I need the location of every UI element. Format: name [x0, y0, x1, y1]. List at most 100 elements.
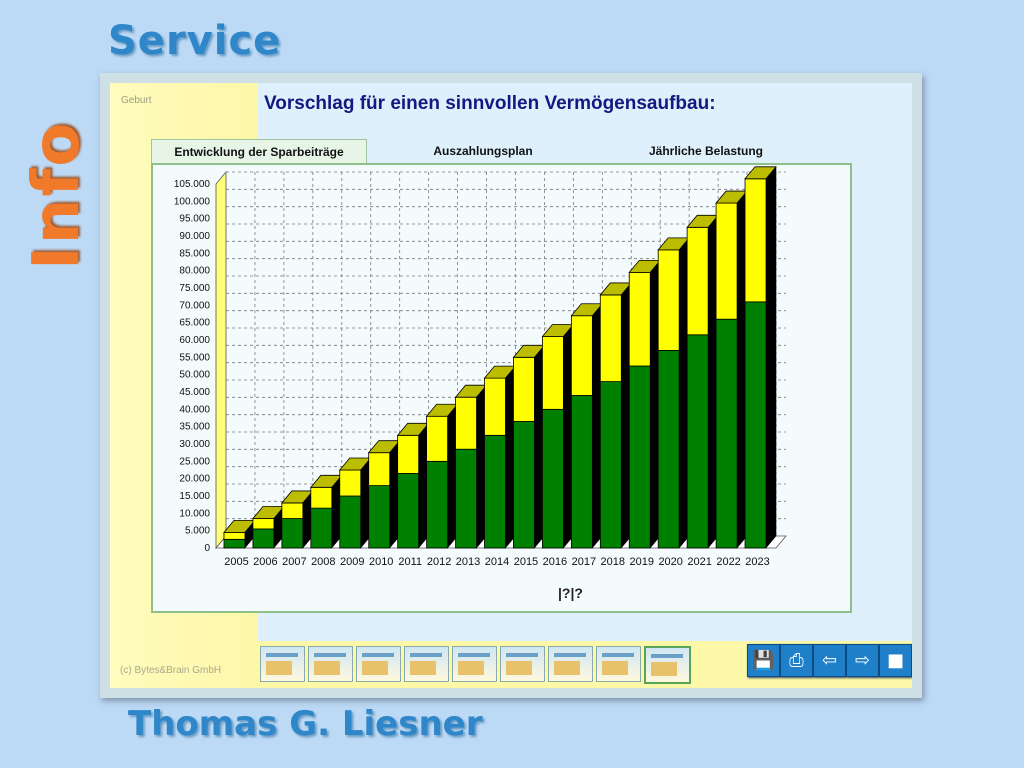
bar-segment: [484, 434, 506, 549]
stop-button[interactable]: ■: [879, 644, 912, 677]
page-thumbnail[interactable]: [356, 646, 401, 682]
page-thumbnail[interactable]: [500, 646, 545, 682]
y-tick-label: 5.000: [185, 526, 210, 537]
birth-label: Geburt: [121, 95, 152, 106]
bar-segment: [368, 452, 391, 486]
x-tick-label: 2012: [427, 556, 451, 568]
thumbnail-header: [506, 653, 538, 657]
x-tick-label: 2008: [311, 556, 335, 568]
x-tick-label: 2023: [745, 556, 769, 568]
y-tick-label: 80.000: [179, 266, 210, 277]
bar-segment: [513, 356, 535, 422]
stacked-bar-chart: 0 5.000 10.000 15.000 20.000 25.000 30.000 35.0…: [174, 166, 787, 568]
bar-segment: [570, 315, 593, 396]
x-tick-label: 2007: [282, 556, 306, 568]
x-tick-label: 2022: [716, 556, 740, 568]
bar-segment: [426, 460, 449, 549]
chart-left-wall: [215, 170, 227, 550]
x-tick-label: 2009: [340, 556, 364, 568]
bar-segment: [397, 473, 420, 549]
bar-segment: [541, 336, 564, 410]
page-thumbnail[interactable]: [548, 646, 593, 682]
back-arrow-icon: ⇦: [821, 650, 838, 671]
bar-segment: [455, 396, 477, 450]
y-tick-label: 35.000: [179, 422, 210, 433]
y-tick-label: 20.000: [179, 474, 210, 485]
y-tick-label: 105.000: [174, 179, 211, 190]
thumbnail-content: [458, 661, 484, 675]
bar-side: [765, 166, 777, 303]
page-title: Vorschlag für einen sinnvollen Vermögens…: [264, 93, 716, 114]
bar-segment: [686, 226, 709, 336]
y-tick-label: 25.000: [179, 456, 210, 467]
footer-mark: |?|?: [558, 585, 583, 601]
tab-savings-development[interactable]: Entwicklung der Sparbeiträge: [151, 139, 367, 164]
page-thumbnail[interactable]: [404, 646, 449, 682]
x-tick-label: 2006: [253, 556, 277, 568]
print-button[interactable]: ⎙: [780, 644, 813, 677]
thumbnail-content: [651, 662, 677, 676]
save-button[interactable]: 💾: [747, 644, 780, 677]
page-thumbnail[interactable]: [308, 646, 353, 682]
thumbnail-header: [458, 653, 490, 657]
bar-segment: [252, 528, 275, 549]
bar-segment: [599, 381, 622, 549]
stop-icon: ■: [886, 650, 904, 671]
forward-arrow-button[interactable]: ⇨: [846, 644, 879, 677]
y-tick-label: 30.000: [179, 439, 210, 450]
bar-segment: [455, 448, 477, 549]
y-tick-label: 45.000: [179, 387, 210, 398]
forward-arrow-icon: ⇨: [854, 650, 871, 671]
bar-segment: [310, 507, 333, 549]
x-tick-label: 2014: [485, 556, 509, 568]
x-tick-label: 2011: [398, 556, 422, 568]
bar-segment: [686, 334, 709, 549]
thumbnail-header: [651, 654, 683, 658]
x-tick-label: 2015: [514, 556, 538, 568]
service-heading: Service: [108, 18, 282, 64]
thumbnail-content: [506, 661, 532, 675]
x-tick-label: 2017: [572, 556, 596, 568]
bar-segment: [223, 531, 246, 540]
tab-payout-plan[interactable]: Auszahlungsplan: [433, 144, 533, 158]
x-tick-label: 2021: [687, 556, 711, 568]
chart-panel: 0 5.000 10.000 15.000 20.000 25.000 30.000 35.0…: [151, 163, 852, 613]
page-thumbnail[interactable]: [644, 646, 691, 684]
save-icon: 💾: [752, 650, 775, 671]
bar-segment: [310, 486, 333, 509]
y-tick-label: 40.000: [179, 404, 210, 415]
bar-segment: [252, 518, 275, 530]
x-tick-label: 2013: [456, 556, 480, 568]
y-tick-label: 60.000: [179, 335, 210, 346]
bar-segment: [570, 395, 593, 549]
tab-annual-burden[interactable]: Jährliche Belastung: [648, 144, 764, 158]
x-tick-label: 2005: [224, 556, 248, 568]
y-tick-label: 100.000: [174, 196, 211, 207]
bar-segment: [426, 415, 449, 462]
author-name: Thomas G. Liesner: [128, 704, 483, 744]
print-icon: ⎙: [789, 650, 804, 671]
thumbnail-content: [362, 661, 388, 675]
thumbnail-header: [602, 653, 634, 657]
x-tick-label: 2016: [543, 556, 567, 568]
page-thumbnail[interactable]: [260, 646, 305, 682]
bar-segment: [657, 349, 680, 549]
app-window: Geburt (c) Bytes&Brain GmbH Vorschlag fü…: [100, 73, 922, 698]
page-thumbnail[interactable]: [596, 646, 641, 682]
x-tick-label: 2010: [369, 556, 393, 568]
bar-segment: [628, 365, 651, 549]
thumbnail-header: [410, 653, 442, 657]
info-heading: Info: [20, 120, 94, 270]
thumbnail-header: [362, 653, 394, 657]
bottom-toolbar: 💾 ⎙ ⇦ ⇨ ■: [258, 641, 912, 688]
bar-segment: [715, 318, 738, 549]
thumbnail-header: [554, 653, 586, 657]
bar-segment: [715, 202, 738, 320]
page-thumbnail[interactable]: [452, 646, 497, 682]
thumbnail-header: [314, 653, 346, 657]
y-tick-label: 50.000: [179, 370, 210, 381]
x-tick-label: 2018: [601, 556, 625, 568]
back-arrow-button[interactable]: ⇦: [813, 644, 846, 677]
thumbnail-content: [554, 661, 580, 675]
bar-segment: [339, 495, 362, 549]
